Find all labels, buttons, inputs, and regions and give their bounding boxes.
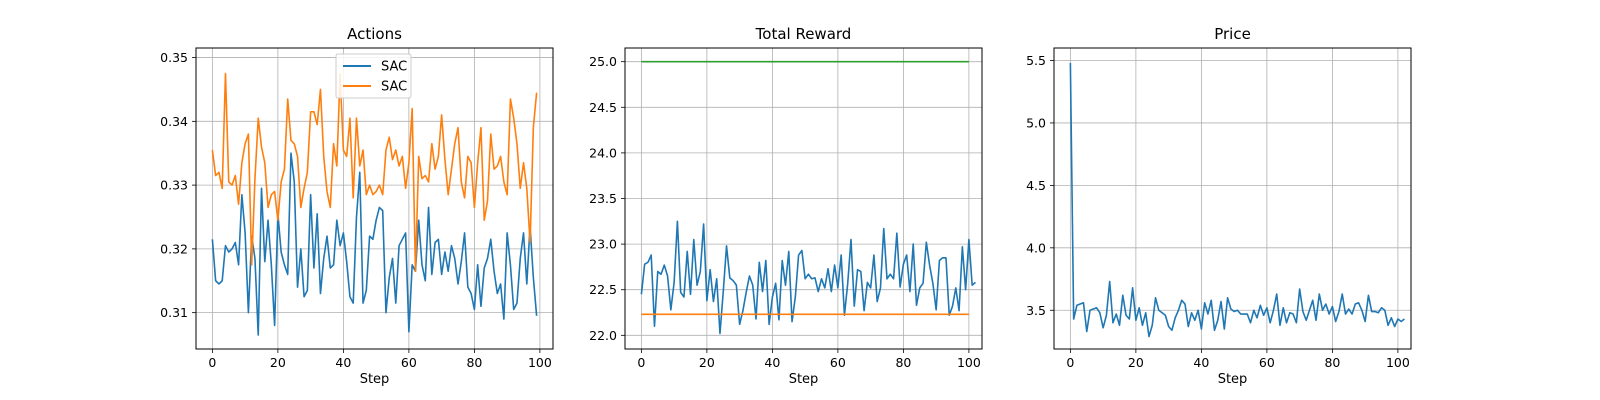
x-tick-label: 20 <box>1128 355 1144 370</box>
chart-title: Price <box>1214 25 1251 43</box>
y-tick-label: 5.0 <box>1026 115 1046 130</box>
x-tick-label: 80 <box>466 355 482 370</box>
x-tick-label: 40 <box>335 355 351 370</box>
series-line-0 <box>211 152 538 336</box>
x-tick-label: 60 <box>1259 355 1275 370</box>
x-axis-label: Step <box>1218 372 1248 387</box>
x-tick-label: 0 <box>1066 355 1074 370</box>
y-tick-label: 0.31 <box>160 305 188 320</box>
plot-frame <box>1053 47 1412 350</box>
series-line-1 <box>211 72 538 273</box>
series-line-0 <box>640 220 976 335</box>
x-axis-label: Step <box>360 372 390 387</box>
x-tick-label: 0 <box>637 355 645 370</box>
series <box>640 60 976 335</box>
y-tick-label: 23.5 <box>589 191 617 206</box>
x-tick-label: 20 <box>270 355 286 370</box>
y-tick-label: 24.5 <box>589 100 617 115</box>
y-tick-label: 25.0 <box>589 54 617 69</box>
ticks: 0 20 40 60 80 100 22.0 22.5 23.0 23.5 24.0 24.5 25.0 <box>589 54 981 370</box>
x-tick-label: 0 <box>208 355 216 370</box>
x-tick-label: 100 <box>528 355 552 370</box>
y-tick-label: 3.5 <box>1026 303 1046 318</box>
chart-total-reward: 0 20 40 60 80 100 22.0 22.5 23.0 23.5 24.0 24.5 25.0… <box>589 25 983 387</box>
x-axis-label: Step <box>789 372 819 387</box>
series <box>211 72 538 336</box>
x-tick-label: 80 <box>895 355 911 370</box>
y-tick-label: 0.35 <box>160 50 188 65</box>
x-tick-label: 60 <box>401 355 417 370</box>
x-tick-label: 100 <box>957 355 981 370</box>
y-tick-label: 0.32 <box>160 241 188 256</box>
y-tick-label: 5.5 <box>1026 53 1046 68</box>
y-tick-label: 23.0 <box>589 237 617 252</box>
x-tick-label: 40 <box>1193 355 1209 370</box>
legend-label-1: SAC <box>381 80 407 95</box>
chart-actions: 0 20 40 60 80 100 0.31 0.32 0.33 0.34 0.35 Actions… <box>160 25 554 387</box>
chart-title: Actions <box>347 25 402 43</box>
plot-frame <box>195 47 554 350</box>
legend-label-0: SAC <box>381 60 407 75</box>
legend: SAC SAC <box>335 53 412 99</box>
y-tick-label: 0.34 <box>160 114 188 129</box>
x-tick-label: 100 <box>1386 355 1410 370</box>
series-line-0 <box>1069 62 1405 338</box>
x-tick-label: 40 <box>764 355 780 370</box>
grid <box>1054 48 1411 349</box>
y-tick-label: 4.5 <box>1026 178 1046 193</box>
series <box>1069 62 1405 338</box>
ticks: 0 20 40 60 80 100 3.5 4.0 4.5 5.0 5.5 <box>1026 53 1410 370</box>
y-tick-label: 4.0 <box>1026 240 1046 255</box>
y-tick-label: 0.33 <box>160 178 188 193</box>
x-tick-label: 60 <box>830 355 846 370</box>
x-tick-label: 20 <box>699 355 715 370</box>
y-tick-label: 24.0 <box>589 145 617 160</box>
plot-area <box>1054 48 1411 349</box>
y-tick-label: 22.0 <box>589 328 617 343</box>
x-tick-label: 80 <box>1324 355 1340 370</box>
y-tick-label: 22.5 <box>589 282 617 297</box>
chart-title: Total Reward <box>755 25 852 43</box>
chart-price: 0 20 40 60 80 100 3.5 4.0 4.5 5.0 5.5 Price Step <box>1026 25 1412 387</box>
ticks: 0 20 40 60 80 100 0.31 0.32 0.33 0.34 0.35 <box>160 50 552 370</box>
